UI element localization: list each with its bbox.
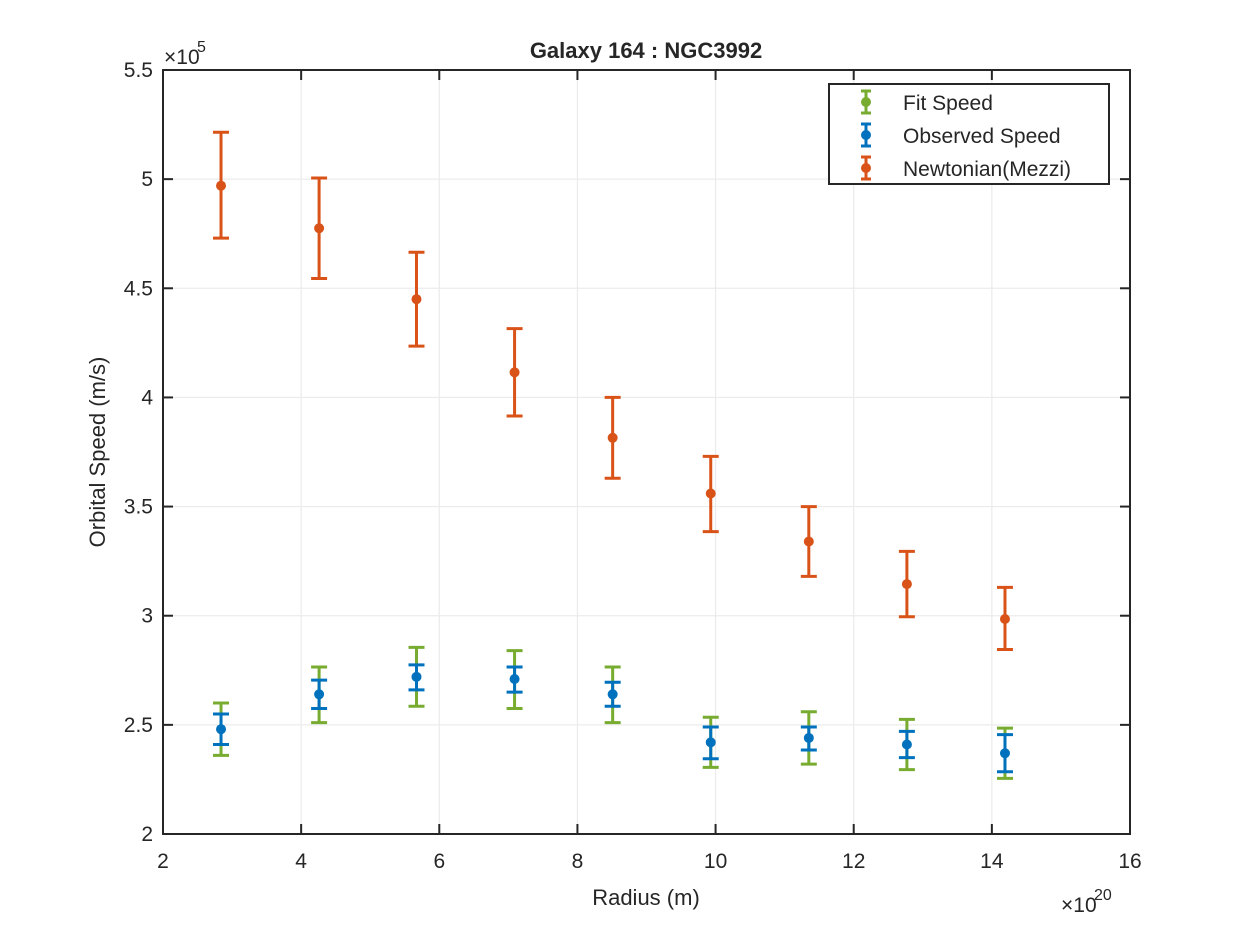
- x-tick-label: 8: [572, 850, 584, 873]
- legend-symbol: [861, 89, 871, 115]
- x-axis-multiplier: ×10 20: [1061, 887, 1112, 917]
- data-point: [216, 724, 227, 735]
- legend-label-newtonian: Newtonian(Mezzi): [903, 158, 1071, 181]
- grid-lines: [163, 70, 1130, 834]
- data-point: [999, 748, 1010, 759]
- data-point: [411, 294, 422, 305]
- y-tick-label: 3: [141, 605, 153, 628]
- plot-area: [163, 70, 1130, 834]
- legend-label-fit-speed: Fit Speed: [903, 92, 993, 115]
- data-point: [607, 432, 618, 443]
- x-multiplier-base: ×10: [1061, 894, 1097, 917]
- legend-label-observed-speed: Observed Speed: [903, 125, 1061, 148]
- chart-title: Galaxy 164 : NGC3992: [530, 38, 762, 63]
- axes: 2 4 6 8 10 12 14 16 2 2.5 3 3.5 4 4.5 5 5.5: [124, 59, 1142, 873]
- data-point: [314, 223, 325, 234]
- y-tick-label: 4.5: [124, 277, 153, 300]
- legend: Fit Speed Observed Speed Newtonian(Mezzi…: [828, 83, 1110, 185]
- x-tick-label: 16: [1118, 850, 1141, 873]
- y-tick-label: 2.5: [124, 714, 153, 737]
- y-multiplier-base: ×10: [164, 46, 200, 69]
- legend-symbol: [861, 122, 871, 148]
- data-point: [901, 739, 912, 750]
- series-observed-speed: [213, 663, 1013, 774]
- data-point: [705, 488, 716, 499]
- series-newtonian-mezzi: [213, 130, 1013, 652]
- y-axis-multiplier: ×10 5: [164, 39, 206, 69]
- data-point: [314, 689, 325, 700]
- legend-symbol: [861, 155, 871, 181]
- x-tick-label: 4: [295, 850, 307, 873]
- y-tick-label: 5.5: [124, 59, 153, 82]
- y-multiplier-exponent: 5: [197, 39, 206, 56]
- legend-box: [828, 83, 1110, 185]
- data-point: [509, 367, 520, 378]
- x-tick-label: 10: [704, 850, 727, 873]
- data-point: [411, 671, 422, 682]
- y-tick-label: 3.5: [124, 496, 153, 519]
- x-axis-label: Radius (m): [592, 885, 700, 910]
- x-tick-label: 12: [842, 850, 865, 873]
- axes-box: [162, 69, 1131, 835]
- data-point: [803, 536, 814, 547]
- y-axis-label: Orbital Speed (m/s): [85, 357, 110, 548]
- legend-symbol-marker: [861, 97, 871, 107]
- data-layer: [213, 130, 1013, 780]
- y-tick-label: 2: [141, 823, 153, 846]
- data-point: [705, 737, 716, 748]
- data-point: [803, 732, 814, 743]
- data-point: [999, 613, 1010, 624]
- legend-symbol-marker: [861, 130, 871, 140]
- x-tick-label: 14: [980, 850, 1004, 873]
- y-tick-label: 4: [141, 386, 153, 409]
- x-tick-label: 2: [157, 850, 169, 873]
- data-point: [607, 689, 618, 700]
- data-point: [509, 674, 520, 685]
- legend-symbols: [861, 89, 871, 181]
- data-point: [216, 180, 227, 191]
- y-tick-label: 5: [141, 168, 153, 191]
- x-multiplier-exponent: 20: [1094, 887, 1112, 904]
- legend-symbol-marker: [861, 163, 871, 173]
- data-point: [901, 579, 912, 590]
- x-tick-label: 6: [433, 850, 445, 873]
